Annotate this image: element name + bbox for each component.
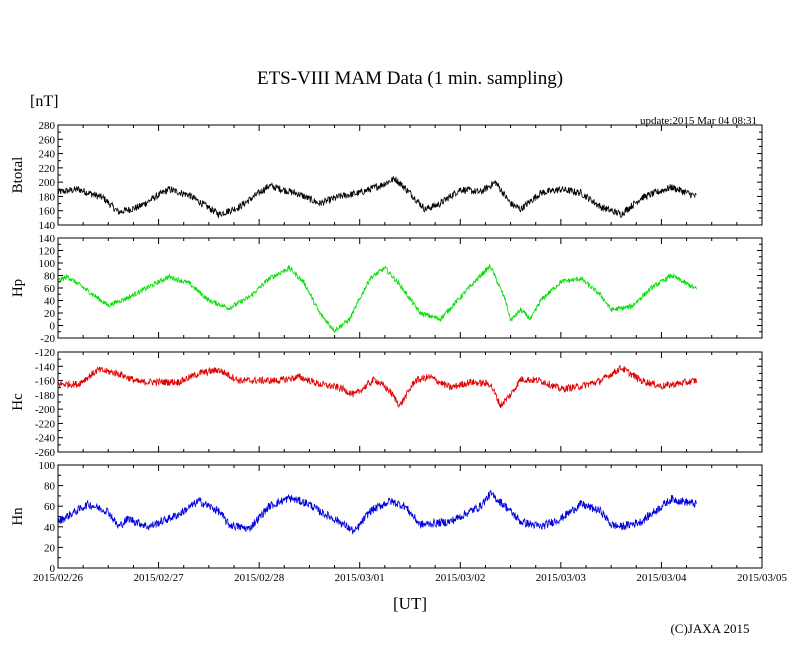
panel-hn: 100 80 60 40 20 0 Hn	[10, 460, 763, 575]
y-tick-label: 140	[39, 220, 56, 232]
panel-btotal: 280 260 240 220 200 180 160 140 Btotal	[10, 120, 763, 232]
y-tick-label: -120	[35, 347, 56, 359]
y-tick-label: -160	[35, 376, 56, 388]
y-tick-label: -260	[35, 447, 56, 459]
chart-title: ETS-VIII MAM Data (1 min. sampling)	[257, 68, 563, 89]
x-tick-label: 2015/02/26	[33, 572, 84, 584]
series-line-hc	[57, 365, 697, 409]
y-tick-label: 0	[50, 563, 56, 575]
panel-frame	[57, 464, 763, 569]
y-tick-label: -20	[40, 333, 55, 345]
y-tick-label: 160	[39, 206, 56, 218]
unit-label: [nT]	[30, 93, 58, 110]
y-tick-label: 120	[39, 246, 56, 258]
y-tick-label: 100	[39, 460, 56, 472]
x-tick-label: 2015/02/27	[134, 572, 185, 584]
update-timestamp: update:2015 Mar 04 08:31	[640, 115, 757, 127]
y-tick-label: -140	[35, 361, 56, 373]
panel-ylabel-hn: Hn	[10, 507, 26, 526]
panels-layer: 280260240220200180160140Btotal1401201008…	[10, 120, 763, 575]
y-tick-label: 60	[44, 283, 56, 295]
y-tick-label: 40	[44, 522, 56, 534]
y-tick-label: 40	[44, 296, 56, 308]
y-tick-label: -200	[35, 404, 56, 416]
y-tick-label: 220	[39, 163, 56, 175]
y-tick-label: 20	[44, 308, 56, 320]
series-line-hp	[57, 263, 697, 334]
x-tick-label: 2015/03/05	[737, 572, 788, 584]
series-line-hn	[57, 490, 697, 535]
series-line-btotal	[57, 176, 697, 219]
panel-ylabel-hc: Hc	[10, 393, 26, 411]
y-tick-label: -220	[35, 418, 56, 430]
y-tick-label: 80	[44, 481, 56, 493]
panel-ylabel-hp: Hp	[10, 279, 26, 297]
x-axis: 2015/02/26 2015/02/27 2015/02/28 2015/03/01…	[33, 572, 788, 584]
panel-frame	[57, 124, 763, 226]
y-tick-label: 280	[39, 120, 56, 132]
panel-frame	[57, 237, 763, 339]
y-tick-label: -240	[35, 433, 56, 445]
y-tick-label: 100	[39, 258, 56, 270]
y-tick-label: 0	[50, 321, 56, 333]
y-tick-label: 80	[44, 271, 56, 283]
y-tick-label: 200	[39, 177, 56, 189]
copyright-label: (C)JAXA 2015	[670, 621, 749, 636]
x-tick-label: 2015/03/02	[435, 572, 485, 584]
x-tick-label: 2015/03/04	[636, 572, 687, 584]
panel-ylabel-btotal: Btotal	[10, 157, 26, 194]
x-tick-label: 2015/03/01	[335, 572, 385, 584]
y-tick-label: 140	[39, 233, 56, 245]
y-tick-label: -180	[35, 390, 56, 402]
panel-hc: -120 -140 -160 -180 -200 -220 -240 -260 Hc	[10, 347, 763, 459]
y-tick-label: 60	[44, 501, 56, 513]
y-tick-label: 240	[39, 149, 56, 161]
y-tick-label: 20	[44, 542, 56, 554]
x-axis-label: [UT]	[393, 594, 427, 613]
x-tick-label: 2015/03/03	[536, 572, 587, 584]
x-tick-label: 2015/02/28	[234, 572, 285, 584]
y-tick-label: 260	[39, 134, 56, 146]
y-tick-label: 180	[39, 191, 56, 203]
panel-frame	[57, 351, 763, 453]
